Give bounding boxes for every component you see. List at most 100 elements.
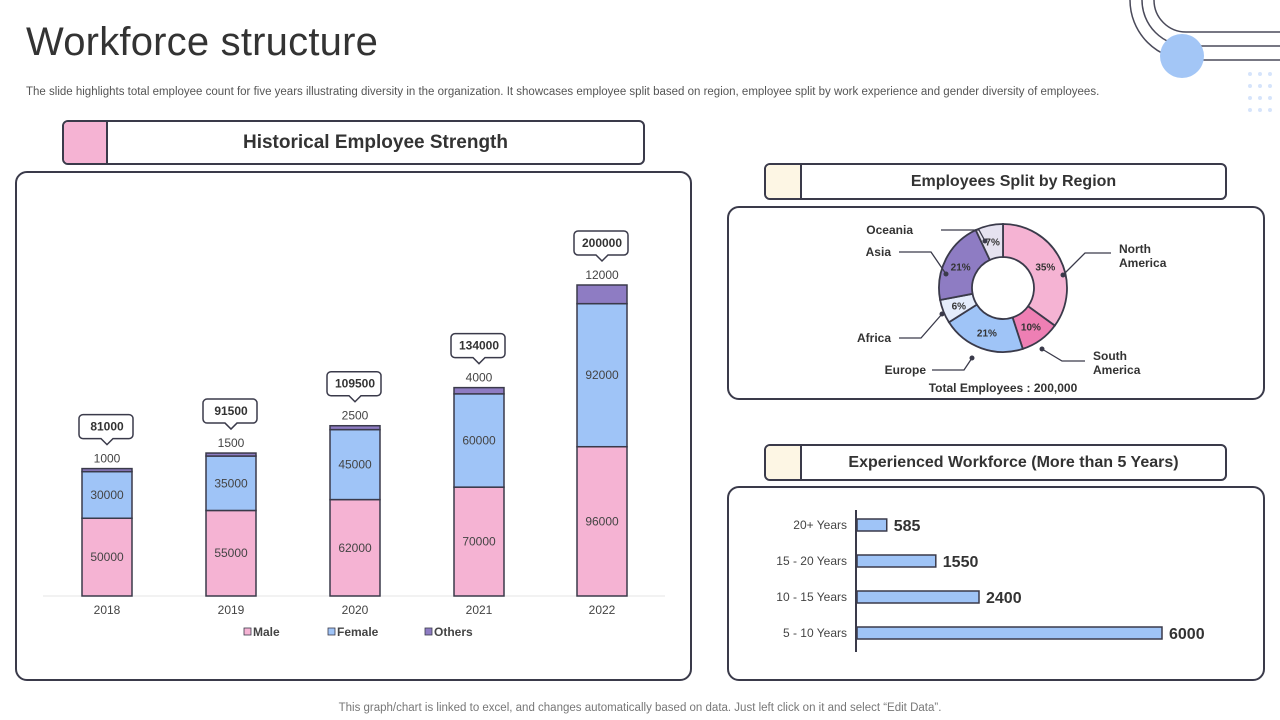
experience-panel: 20+ Years 585 15 - 20 Years 1550 10 - 15 Yea… [727, 486, 1265, 681]
total-label-2019: 91500 [214, 404, 248, 418]
region-header: Employees Split by Region [764, 163, 1227, 200]
footer-note: This graph/chart is linked to excel, and… [338, 702, 942, 714]
x-tick-2022: 2022 [589, 603, 616, 617]
page-title: Workforce structure [26, 20, 379, 64]
leader-line-north-america [1062, 252, 1111, 276]
donut-slice-oceania [974, 223, 1004, 262]
historical-header-title: Historical Employee Strength [242, 131, 508, 153]
donut-total-label: Total Employees : 200,000 [929, 381, 1078, 395]
donut-value-north-america: 35% [1035, 262, 1055, 273]
bar-label-male-2022: 96000 [585, 514, 619, 528]
hbar-category-10-15-years: 10 - 15 Years [776, 590, 847, 604]
bar-others-2022 [576, 284, 628, 305]
bar-label-female-2022: 92000 [585, 368, 619, 382]
leader-line-europe [932, 357, 973, 371]
total-label-2018: 81000 [90, 420, 124, 434]
legend-label-female: Female [337, 625, 379, 639]
historical-employee-chart: 50000 30000 1000 81000 2018 55000 35000 1500 915… [43, 230, 665, 639]
x-tick-2021: 2021 [466, 603, 493, 617]
total-callout-2021 [450, 332, 506, 365]
bar-label-male-2019: 55000 [214, 546, 248, 560]
bar-female-2019 [205, 455, 257, 512]
hbar-value-5-10-years: 6000 [1169, 626, 1205, 643]
total-callout-2022 [573, 230, 629, 263]
donut-value-africa: 6% [952, 301, 967, 312]
bar-label-others-2019: 1500 [218, 436, 245, 450]
region-label-line: America [1093, 363, 1141, 377]
bar-others-2019 [205, 452, 257, 457]
bar-female-2022 [576, 302, 628, 448]
hbar-category-5-10-years: 5 - 10 Years [783, 626, 847, 640]
region-label-line: Oceania [866, 223, 913, 237]
donut-value-asia: 21% [951, 262, 971, 273]
x-tick-2018: 2018 [94, 603, 121, 617]
total-callout-2019 [202, 398, 258, 431]
bar-others-2020 [329, 424, 381, 431]
decorative-corner [1129, 0, 1280, 112]
bar-label-male-2018: 50000 [90, 550, 124, 564]
region-label-asia: Asia [866, 245, 892, 259]
decor-arc-inner [1153, 0, 1280, 33]
legend-label-male: Male [253, 625, 280, 639]
hbar-value-20-years: 585 [894, 518, 921, 535]
leader-line-asia [899, 251, 947, 275]
historical-panel: 50000 30000 1000 81000 2018 55000 35000 1500 915… [15, 171, 692, 681]
region-label-line: Africa [857, 331, 891, 345]
donut-value-south-america: 10% [1021, 322, 1041, 333]
region-panel: 35% 10% 21% 6% 21% 7% North America South America… [727, 206, 1265, 400]
bar-label-female-2020: 45000 [338, 458, 372, 472]
leader-dot-south-america [1039, 346, 1045, 352]
bar-label-female-2018: 30000 [90, 488, 124, 502]
decor-circle [1160, 34, 1204, 78]
bar-label-others-2022: 12000 [585, 268, 619, 282]
legend-label-others: Others [434, 625, 473, 639]
bar-male-2020 [329, 498, 381, 597]
page-subtitle: The slide highlights total employee coun… [26, 86, 1100, 98]
decor-dots [1248, 72, 1272, 112]
donut-value-oceania: 7% [985, 238, 1000, 249]
region-label-line: North [1119, 242, 1151, 256]
region-label-europe: Europe [885, 363, 927, 377]
experience-bar-chart: 20+ Years 585 15 - 20 Years 1550 10 - 15 Yea… [776, 510, 1205, 652]
bar-label-others-2021: 4000 [466, 371, 493, 385]
hbar-category-15-20-years: 15 - 20 Years [776, 554, 847, 568]
total-label-2021: 134000 [459, 339, 499, 353]
experience-header: Experienced Workforce (More than 5 Years… [764, 444, 1227, 481]
leader-line-south-america [1041, 348, 1085, 362]
region-label-line: America [1119, 256, 1167, 270]
bar-label-others-2020: 2500 [342, 409, 369, 423]
total-label-2022: 200000 [582, 236, 622, 250]
hbar-bar-20-years [856, 518, 888, 532]
hbar-value-15-20-years: 1550 [943, 554, 979, 571]
donut-slice-north-america [1002, 223, 1068, 327]
leader-line-africa [899, 313, 943, 339]
legend-swatch-female [327, 627, 336, 636]
region-label-north-america: North America [1119, 242, 1167, 270]
bar-male-2018 [81, 517, 133, 597]
historical-header-swatch [64, 122, 108, 163]
leader-dot-europe [969, 355, 975, 361]
bar-label-female-2021: 60000 [462, 434, 496, 448]
x-tick-2019: 2019 [218, 603, 245, 617]
experience-header-title: Experienced Workforce (More than 5 Years… [848, 453, 1179, 471]
leader-dot-north-america [1060, 272, 1066, 278]
leader-dot-oceania [982, 238, 988, 244]
bar-others-2018 [81, 467, 133, 473]
hbar-value-10-15-years: 2400 [986, 590, 1022, 607]
bar-label-female-2019: 35000 [214, 476, 248, 490]
leader-line-oceania [941, 229, 986, 242]
bar-label-male-2020: 62000 [338, 541, 372, 555]
total-callout-2018 [78, 413, 134, 446]
hbar-category-20-years: 20+ Years [793, 518, 847, 532]
region-label-oceania: Oceania [866, 223, 913, 237]
hbar-bar-15-20-years [856, 554, 937, 568]
x-tick-2020: 2020 [342, 603, 369, 617]
bar-label-male-2021: 70000 [462, 535, 496, 549]
region-label-line: South [1093, 349, 1127, 363]
region-label-south-america: South America [1093, 349, 1141, 377]
region-label-line: Asia [866, 245, 892, 259]
region-header-swatch [766, 165, 802, 198]
total-callout-2020 [326, 370, 382, 403]
leader-dot-asia [943, 271, 949, 277]
